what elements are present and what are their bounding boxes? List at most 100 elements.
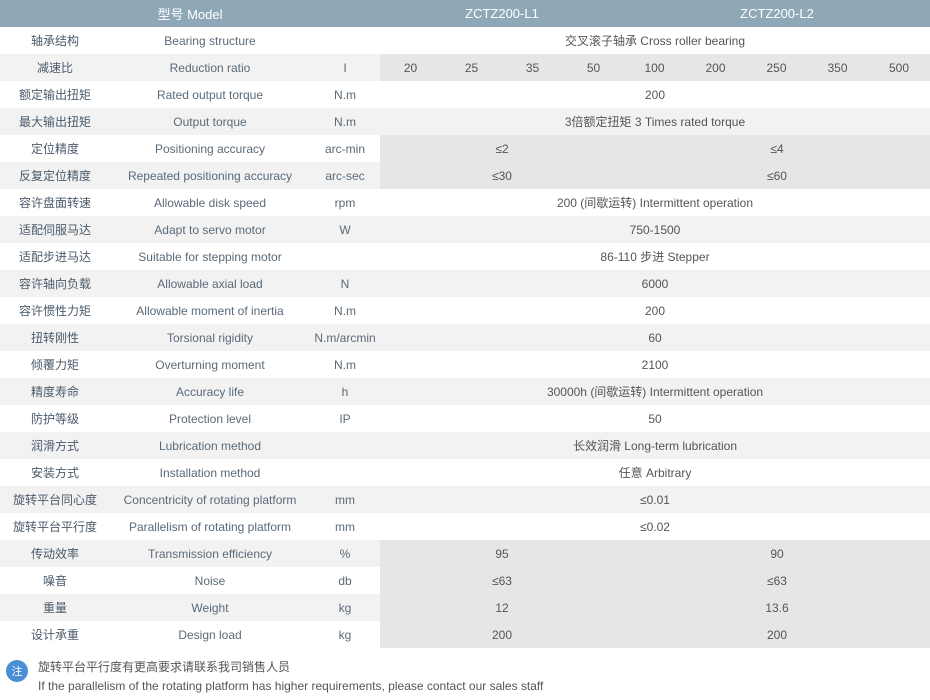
row-value-l2: ≤63 (624, 567, 930, 594)
row-label-zh: 旋转平台同心度 (0, 486, 110, 513)
row-unit: mm (310, 513, 380, 540)
table-row: 轴承结构Bearing structure交叉滚子轴承 Cross roller… (0, 27, 930, 54)
table-row: 最大输出扭矩Output torqueN.m3倍额定扭矩 3 Times rat… (0, 108, 930, 135)
table-row: 额定输出扭矩Rated output torqueN.m200 (0, 81, 930, 108)
row-label-zh: 减速比 (0, 54, 110, 81)
row-value: 200 (间歇运转) Intermittent operation (380, 189, 930, 216)
table-row: 旋转平台平行度Parallelism of rotating platformm… (0, 513, 930, 540)
row-label-en: Allowable moment of inertia (110, 297, 310, 324)
row-unit: kg (310, 621, 380, 648)
row-label-en: Transmission efficiency (110, 540, 310, 567)
ratio-cell: 200 (685, 54, 746, 81)
row-unit: kg (310, 594, 380, 621)
note-text: 旋转平台平行度有更高要求请联系我司销售人员 If the parallelism… (38, 658, 543, 696)
row-label-en: Noise (110, 567, 310, 594)
row-value-l2: 200 (624, 621, 930, 648)
note-line-en: If the parallelism of the rotating platf… (38, 677, 543, 696)
row-label-en: Reduction ratio (110, 54, 310, 81)
table-row: 设计承重Design loadkg200200 (0, 621, 930, 648)
row-unit: N.m/arcmin (310, 324, 380, 351)
row-value-l1: 200 (380, 621, 624, 648)
row-value: ≤0.01 (380, 486, 930, 513)
row-label-zh: 反复定位精度 (0, 162, 110, 189)
row-value-l1: ≤63 (380, 567, 624, 594)
row-unit (310, 459, 380, 486)
ratio-cell: 250 (746, 54, 807, 81)
row-unit (310, 432, 380, 459)
row-label-zh: 容许盘面转速 (0, 189, 110, 216)
row-label-zh: 倾覆力矩 (0, 351, 110, 378)
row-unit (310, 243, 380, 270)
table-header-row: 型号 Model ZCTZ200-L1 ZCTZ200-L2 (0, 0, 930, 27)
row-label-en: Overturning moment (110, 351, 310, 378)
row-unit: arc-sec (310, 162, 380, 189)
row-unit: IP (310, 405, 380, 432)
row-label-en: Weight (110, 594, 310, 621)
table-row: 倾覆力矩Overturning momentN.m2100 (0, 351, 930, 378)
row-label-en: Protection level (110, 405, 310, 432)
row-label-zh: 防护等级 (0, 405, 110, 432)
table-row: 适配伺服马达Adapt to servo motorW750-1500 (0, 216, 930, 243)
table-row: 容许惯性力矩Allowable moment of inertiaN.m200 (0, 297, 930, 324)
row-unit: % (310, 540, 380, 567)
row-value: 交叉滚子轴承 Cross roller bearing (380, 27, 930, 54)
row-label-zh: 润滑方式 (0, 432, 110, 459)
table-row: 容许轴向负载Allowable axial loadN6000 (0, 270, 930, 297)
row-label-zh: 设计承重 (0, 621, 110, 648)
row-value-l2: 13.6 (624, 594, 930, 621)
ratio-cell: 20 (380, 54, 441, 81)
row-label-zh: 噪音 (0, 567, 110, 594)
row-value: 50 (380, 405, 930, 432)
row-value: 3倍额定扭矩 3 Times rated torque (380, 108, 930, 135)
table-row: 传动效率Transmission efficiency%9590 (0, 540, 930, 567)
row-value-l1: ≤2 (380, 135, 624, 162)
row-label-en: Positioning accuracy (110, 135, 310, 162)
row-label-zh: 最大输出扭矩 (0, 108, 110, 135)
table-row: 旋转平台同心度Concentricity of rotating platfor… (0, 486, 930, 513)
ratio-cell: 500 (868, 54, 930, 81)
table-row: 精度寿命Accuracy lifeh30000h (间歇运转) Intermit… (0, 378, 930, 405)
row-unit: I (310, 54, 380, 81)
row-unit: N.m (310, 108, 380, 135)
row-unit: N.m (310, 297, 380, 324)
ratio-cell: 35 (502, 54, 563, 81)
row-value: 200 (380, 297, 930, 324)
row-unit: arc-min (310, 135, 380, 162)
table-row: 定位精度Positioning accuracyarc-min≤2≤4 (0, 135, 930, 162)
row-value: 86-110 步进 Stepper (380, 243, 930, 270)
table-row: 噪音Noisedb≤63≤63 (0, 567, 930, 594)
row-unit: rpm (310, 189, 380, 216)
note-badge-icon: 注 (6, 660, 28, 682)
row-label-zh: 重量 (0, 594, 110, 621)
row-label-en: Suitable for stepping motor (110, 243, 310, 270)
header-model1: ZCTZ200-L1 (380, 0, 624, 27)
row-unit: db (310, 567, 380, 594)
header-model2: ZCTZ200-L2 (624, 0, 930, 27)
row-value-l2: ≤4 (624, 135, 930, 162)
row-label-zh: 适配伺服马达 (0, 216, 110, 243)
row-value-l1: 95 (380, 540, 624, 567)
row-unit: mm (310, 486, 380, 513)
table-row: 减速比Reduction ratioI202535501002002503505… (0, 54, 930, 81)
row-label-zh: 容许惯性力矩 (0, 297, 110, 324)
row-value: 750-1500 (380, 216, 930, 243)
row-label-en: Lubrication method (110, 432, 310, 459)
row-unit: N (310, 270, 380, 297)
table-row: 反复定位精度Repeated positioning accuracyarc-s… (0, 162, 930, 189)
row-label-en: Accuracy life (110, 378, 310, 405)
row-label-en: Torsional rigidity (110, 324, 310, 351)
row-value-l1: ≤30 (380, 162, 624, 189)
row-label-en: Concentricity of rotating platform (110, 486, 310, 513)
footnote: 注 旋转平台平行度有更高要求请联系我司销售人员 If the paralleli… (0, 648, 930, 700)
row-label-zh: 适配步进马达 (0, 243, 110, 270)
row-label-en: Bearing structure (110, 27, 310, 54)
row-label-en: Adapt to servo motor (110, 216, 310, 243)
table-row: 适配步进马达Suitable for stepping motor 86-110 … (0, 243, 930, 270)
row-label-zh: 安装方式 (0, 459, 110, 486)
ratio-cell: 350 (807, 54, 868, 81)
table-row: 防护等级Protection levelIP50 (0, 405, 930, 432)
table-row: 重量Weightkg1213.6 (0, 594, 930, 621)
spec-table: 型号 Model ZCTZ200-L1 ZCTZ200-L2 轴承结构Beari… (0, 0, 930, 648)
row-label-en: Repeated positioning accuracy (110, 162, 310, 189)
row-unit: h (310, 378, 380, 405)
